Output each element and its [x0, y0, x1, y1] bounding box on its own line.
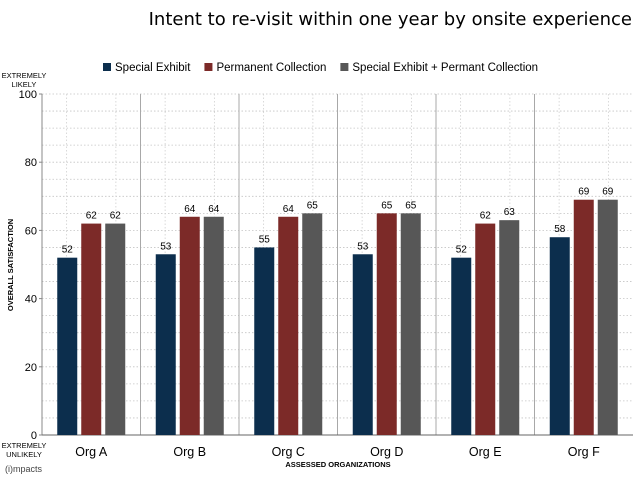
bar [203, 216, 224, 435]
data-label: 53 [160, 241, 172, 252]
data-label: 65 [405, 200, 417, 211]
data-label: 65 [307, 200, 319, 211]
bar [451, 257, 472, 435]
bar [302, 213, 323, 435]
legend-label: Permanent Collection [216, 62, 326, 74]
bar [105, 223, 126, 435]
x-tick-label: Org F [568, 445, 600, 459]
data-label: 69 [602, 187, 614, 198]
bar [549, 237, 570, 435]
x-tick-label: Org B [173, 445, 206, 459]
data-label: 64 [208, 204, 220, 215]
bar [57, 257, 78, 435]
x-tick-label: Org C [272, 445, 305, 459]
bar [475, 223, 496, 435]
legend-label: Special Exhibit [115, 62, 191, 74]
y-tick-label: 20 [25, 362, 37, 374]
data-label: 55 [259, 234, 271, 245]
data-label: 69 [578, 187, 590, 198]
y-tick-label: 100 [19, 89, 37, 101]
bar [81, 223, 102, 435]
bar [573, 199, 594, 435]
bar [155, 254, 176, 435]
y-tick-label: 40 [25, 294, 37, 306]
x-tick-label: Org E [469, 445, 502, 459]
bar [376, 213, 397, 435]
y-tick-label: 60 [25, 225, 37, 237]
data-label: 62 [86, 211, 98, 222]
data-label: 64 [283, 204, 295, 215]
data-label: 53 [357, 241, 369, 252]
legend-swatch [204, 63, 213, 71]
legend-swatch [340, 63, 349, 71]
data-label: 62 [480, 211, 492, 222]
data-label: 62 [110, 211, 122, 222]
legend: Special Exhibit Permanent Collection Speci… [103, 62, 538, 74]
x-tick-label: Org A [75, 445, 108, 459]
bar [597, 199, 618, 435]
legend-swatch [103, 63, 111, 71]
legend-label: Special Exhibit + Permant Collection [352, 62, 538, 74]
data-label: 52 [456, 245, 468, 256]
y-tick-label: 0 [31, 430, 37, 442]
bar [278, 216, 299, 435]
x-axis-title: ASSESSED ORGANIZATIONS [285, 460, 390, 469]
bar [179, 216, 200, 435]
y-top-label-line2: LIKELY [12, 80, 37, 89]
data-label: 52 [62, 245, 74, 256]
chart-title: Intent to re-visit within one year by on… [149, 9, 632, 30]
bar [352, 254, 373, 435]
bar [400, 213, 421, 435]
y-bottom-label-line2: UNLIKELY [6, 450, 42, 459]
y-bottom-label-line1: EXTREMELY [2, 441, 47, 450]
data-label: 63 [504, 207, 516, 218]
bar [254, 247, 275, 435]
data-label: 64 [184, 204, 196, 215]
data-label: 65 [381, 200, 393, 211]
brand-logo: (i)mpacts [5, 464, 43, 474]
y-tick-label: 80 [25, 157, 37, 169]
data-label: 58 [554, 224, 566, 235]
x-tick-label: Org D [370, 445, 403, 459]
plot-area: 0 20 40 60 80 100 52 62 62 Org A 53 64 64 Org B 55 64 65… [19, 89, 633, 459]
y-axis-title: OVERALL SATISFACTION [6, 219, 15, 311]
y-top-label-line1: EXTREMELY [2, 71, 47, 80]
bar [499, 220, 520, 435]
